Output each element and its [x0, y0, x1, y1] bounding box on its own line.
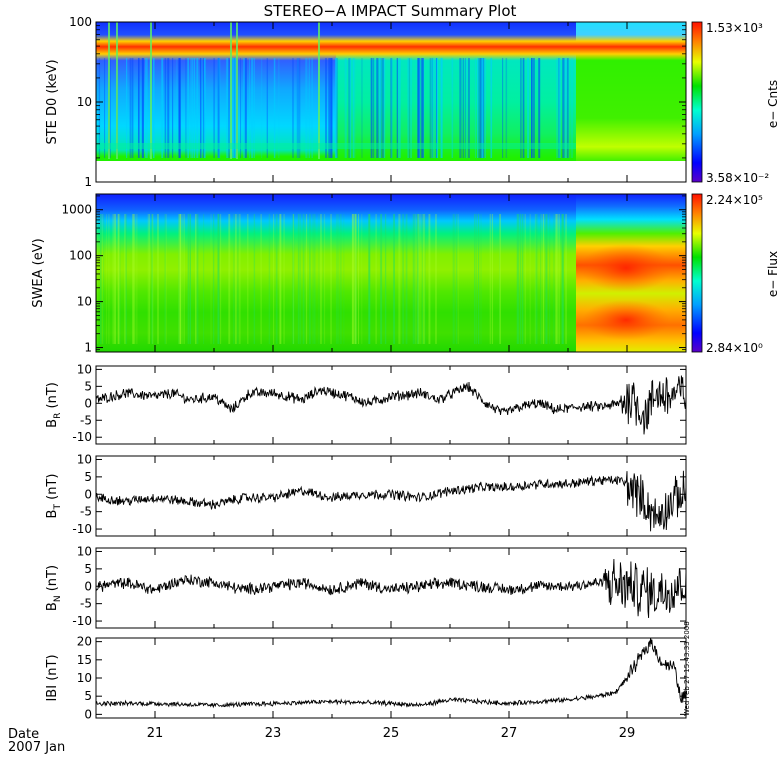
ste-tick-label: 100 [69, 15, 92, 29]
bt-tick-label: 5 [84, 470, 92, 484]
swea-colorbar-max: 2.24×10⁵ [706, 193, 763, 207]
ste-colorbar-max: 1.53×10³ [706, 21, 763, 35]
bn-tick-label: 5 [84, 562, 92, 576]
br-panel: -10 -5 0 5 10 BR (nT) [45, 362, 687, 445]
swea-tick-label: 1000 [61, 203, 92, 217]
ste-panel: 1 10 100 STE D0 (keV) [45, 15, 687, 189]
date-label: Date [8, 727, 39, 742]
bt-tick-label: -5 [80, 505, 92, 519]
magnetic-field-panels: -10 -5 0 5 10 BR (nT) -10 -5 0 5 10 BT (nT) -10 -5 0 5 1… [45, 362, 687, 721]
swea-colorbar-title: e− Flux [766, 251, 780, 297]
ste-colorbar: 1.53×10³ 3.58×10⁻² e− Cnts [691, 21, 780, 185]
bt-tick-label: 10 [77, 452, 92, 466]
swea-panel: 1 10 100 1000 SWEA (eV) [31, 193, 687, 355]
bn-panel: -10 -5 0 5 10 BN (nT) [45, 544, 687, 629]
bmag-trace [96, 638, 686, 709]
x-tick-label: 27 [501, 726, 518, 741]
x-tick-label: 25 [383, 726, 400, 741]
bmag-tick-label: 20 [77, 635, 92, 649]
bn-tick-label: -5 [80, 597, 92, 611]
swea-tick-label: 100 [69, 249, 92, 263]
bmag-tick-label: 10 [77, 671, 92, 685]
bn-tick-label: 0 [84, 579, 92, 593]
bn-tick-label: -10 [72, 614, 92, 628]
bn-ylabel: BN (nT) [45, 565, 63, 611]
bt-ylabel: BT (nT) [45, 474, 63, 519]
swea-tick-label: 1 [84, 341, 92, 355]
swea-tick-label: 10 [77, 295, 92, 309]
br-tick-label: 5 [84, 379, 92, 393]
bt-trace [96, 470, 686, 532]
bt-tick-label: 0 [84, 487, 92, 501]
x-tick-label: 21 [147, 726, 164, 741]
ste-colorbar-title: e− Cnts [766, 80, 780, 128]
x-tick-label: 23 [265, 726, 282, 741]
br-ylabel: BR (nT) [45, 382, 63, 428]
ste-ylabel: STE D0 (keV) [45, 59, 60, 144]
ste-tick-label: 10 [77, 95, 92, 109]
bn-trace [96, 558, 686, 619]
bmag-ylabel: IBI (nT) [45, 654, 60, 701]
swea-ylabel: SWEA (eV) [31, 238, 46, 307]
plot-title: STEREO−A IMPACT Summary Plot [264, 2, 517, 20]
x-axis: 21 23 25 27 29 [95, 22, 687, 741]
bn-tick-label: 10 [77, 544, 92, 558]
swea-colorbar-min: 2.84×10⁰ [706, 341, 763, 355]
bmag-tick-label: 0 [84, 707, 92, 721]
br-tick-label: -10 [72, 430, 92, 444]
br-trace [96, 375, 686, 435]
timestamp-label: Wed Feb 27 15:43:33 2008 [683, 621, 691, 716]
ste-tick-label: 1 [84, 175, 92, 189]
bmag-tick-label: 15 [77, 653, 92, 667]
br-tick-label: 0 [84, 396, 92, 410]
bt-panel: -10 -5 0 5 10 BT (nT) [45, 452, 687, 537]
bmag-panel: 0 5 10 15 20 IBI (nT) [45, 635, 687, 721]
bmag-frame [95, 637, 687, 719]
bt-tick-label: -10 [72, 522, 92, 536]
ste-colorbar-min: 3.58×10⁻² [706, 171, 769, 185]
month-label: 2007 Jan [8, 740, 65, 755]
br-tick-label: 10 [77, 362, 92, 376]
br-tick-label: -5 [80, 413, 92, 427]
bmag-tick-label: 5 [84, 689, 92, 703]
x-tick-label: 29 [619, 726, 636, 741]
swea-colorbar: 2.24×10⁵ 2.84×10⁰ e− Flux [691, 193, 780, 355]
